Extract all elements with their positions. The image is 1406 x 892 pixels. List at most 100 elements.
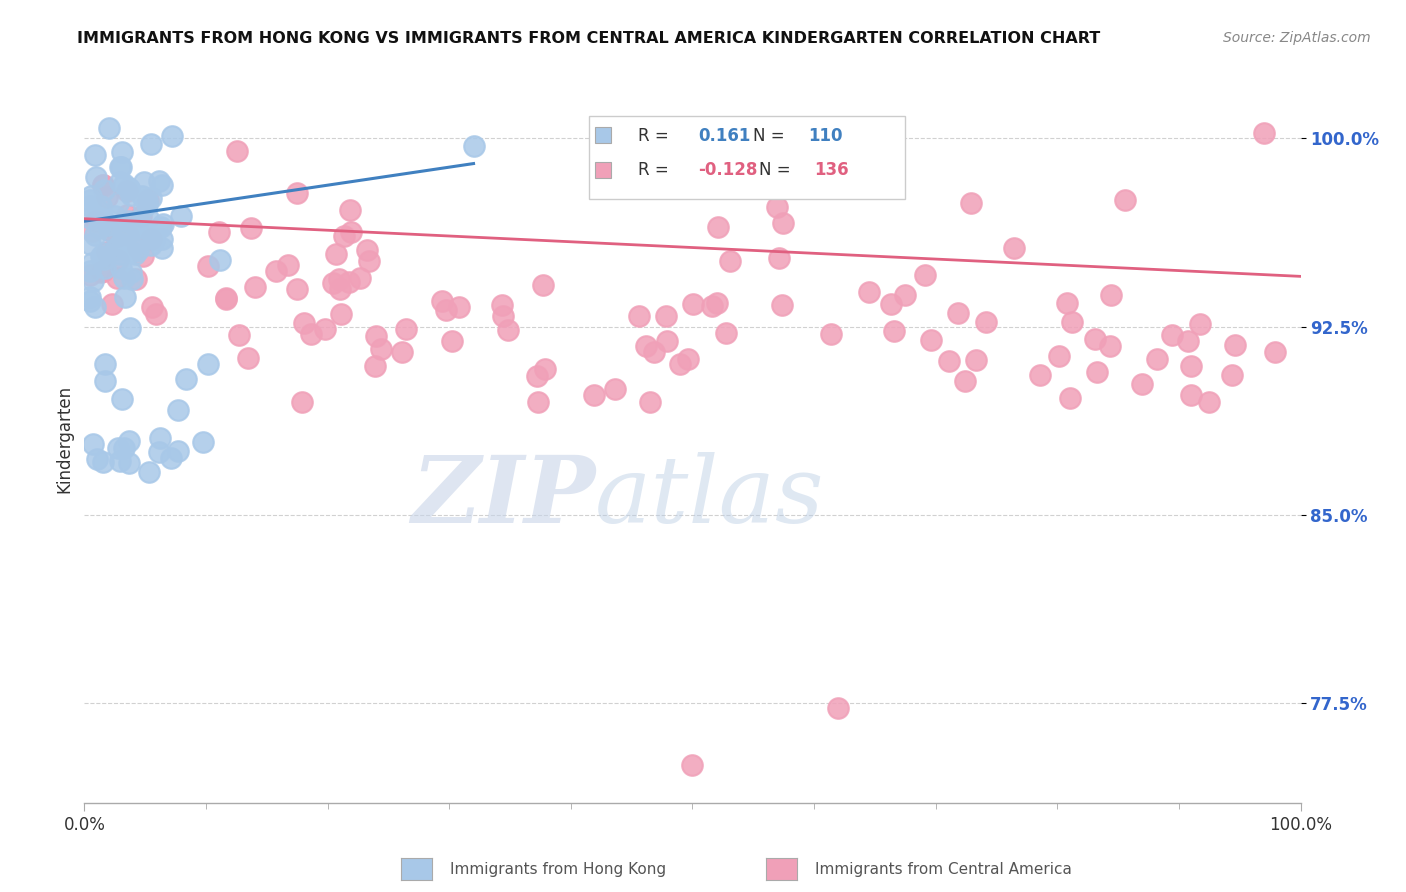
Y-axis label: Kindergarten: Kindergarten <box>55 385 73 493</box>
Point <box>1047 349 1070 363</box>
Point <box>110 161 132 175</box>
Point <box>105 271 128 285</box>
Point <box>643 344 665 359</box>
Point <box>1059 392 1081 406</box>
Text: atlas: atlas <box>595 452 825 542</box>
Point <box>339 203 361 218</box>
Point <box>682 297 704 311</box>
Point <box>1177 334 1199 348</box>
Point <box>191 434 214 449</box>
Point <box>314 322 336 336</box>
Point <box>1161 327 1184 342</box>
Point <box>1180 359 1202 373</box>
Point <box>79 199 101 213</box>
Point <box>526 368 548 383</box>
Text: 0.161: 0.161 <box>699 128 751 145</box>
Point <box>364 328 387 343</box>
Point <box>215 291 238 305</box>
Point <box>1225 337 1247 351</box>
Point <box>1002 241 1025 255</box>
Point <box>772 216 794 230</box>
Point <box>953 374 976 388</box>
Point <box>706 296 728 310</box>
Point <box>148 445 170 459</box>
Text: 136: 136 <box>814 161 849 179</box>
Point <box>434 303 457 318</box>
Point <box>883 324 905 338</box>
Point <box>655 334 678 348</box>
Point <box>678 352 700 367</box>
Point <box>765 200 787 214</box>
Point <box>134 200 156 214</box>
Point <box>329 307 352 321</box>
Point <box>337 275 360 289</box>
Point <box>142 231 165 245</box>
Point <box>1099 288 1122 302</box>
Point <box>107 229 129 244</box>
Text: N =: N = <box>754 128 790 145</box>
Point <box>340 225 363 239</box>
Point <box>285 186 308 201</box>
Point <box>87 203 110 218</box>
Point <box>118 321 141 335</box>
Point <box>84 214 107 228</box>
Point <box>124 271 146 285</box>
Point <box>1180 388 1202 402</box>
Point <box>239 220 262 235</box>
Point <box>93 183 115 197</box>
Text: R =: R = <box>638 128 673 145</box>
Text: -0.128: -0.128 <box>699 161 758 179</box>
Point <box>104 209 127 223</box>
Text: IMMIGRANTS FROM HONG KONG VS IMMIGRANTS FROM CENTRAL AMERICA KINDERGARTEN CORREL: IMMIGRANTS FROM HONG KONG VS IMMIGRANTS … <box>77 31 1101 46</box>
Point <box>150 219 173 234</box>
Point <box>111 226 134 240</box>
Point <box>141 301 163 315</box>
Point <box>108 175 131 189</box>
Point <box>160 128 183 143</box>
Point <box>328 271 350 285</box>
Text: N =: N = <box>759 161 796 179</box>
Point <box>238 351 260 365</box>
Point <box>124 247 146 261</box>
Point <box>121 272 143 286</box>
Point <box>117 228 139 243</box>
Point <box>370 342 392 356</box>
Point <box>149 431 172 445</box>
Point <box>145 307 167 321</box>
Point <box>93 374 115 388</box>
Point <box>107 253 129 268</box>
Point <box>129 209 152 223</box>
Point <box>1056 295 1078 310</box>
Point <box>129 233 152 247</box>
Point <box>322 276 344 290</box>
Point <box>356 244 378 258</box>
Point <box>441 334 464 348</box>
Point <box>82 437 104 451</box>
Point <box>91 178 114 192</box>
Point <box>127 243 149 257</box>
Point <box>97 121 120 136</box>
Point <box>197 259 219 273</box>
Point <box>169 209 191 223</box>
FancyBboxPatch shape <box>595 161 612 178</box>
Point <box>150 178 173 192</box>
Point <box>946 306 969 320</box>
Point <box>226 144 249 158</box>
Point <box>89 220 111 235</box>
Point <box>277 258 299 272</box>
Point <box>492 309 515 323</box>
Point <box>83 227 105 242</box>
Point <box>395 322 418 336</box>
Point <box>150 241 173 255</box>
Point <box>97 223 120 237</box>
Point <box>299 326 322 341</box>
Point <box>669 357 692 371</box>
Point <box>120 187 142 202</box>
Point <box>98 224 121 238</box>
Point <box>108 160 131 174</box>
Point <box>914 268 936 282</box>
Point <box>150 232 173 246</box>
Point <box>160 451 183 466</box>
Point <box>1189 317 1212 331</box>
Point <box>1264 345 1286 359</box>
